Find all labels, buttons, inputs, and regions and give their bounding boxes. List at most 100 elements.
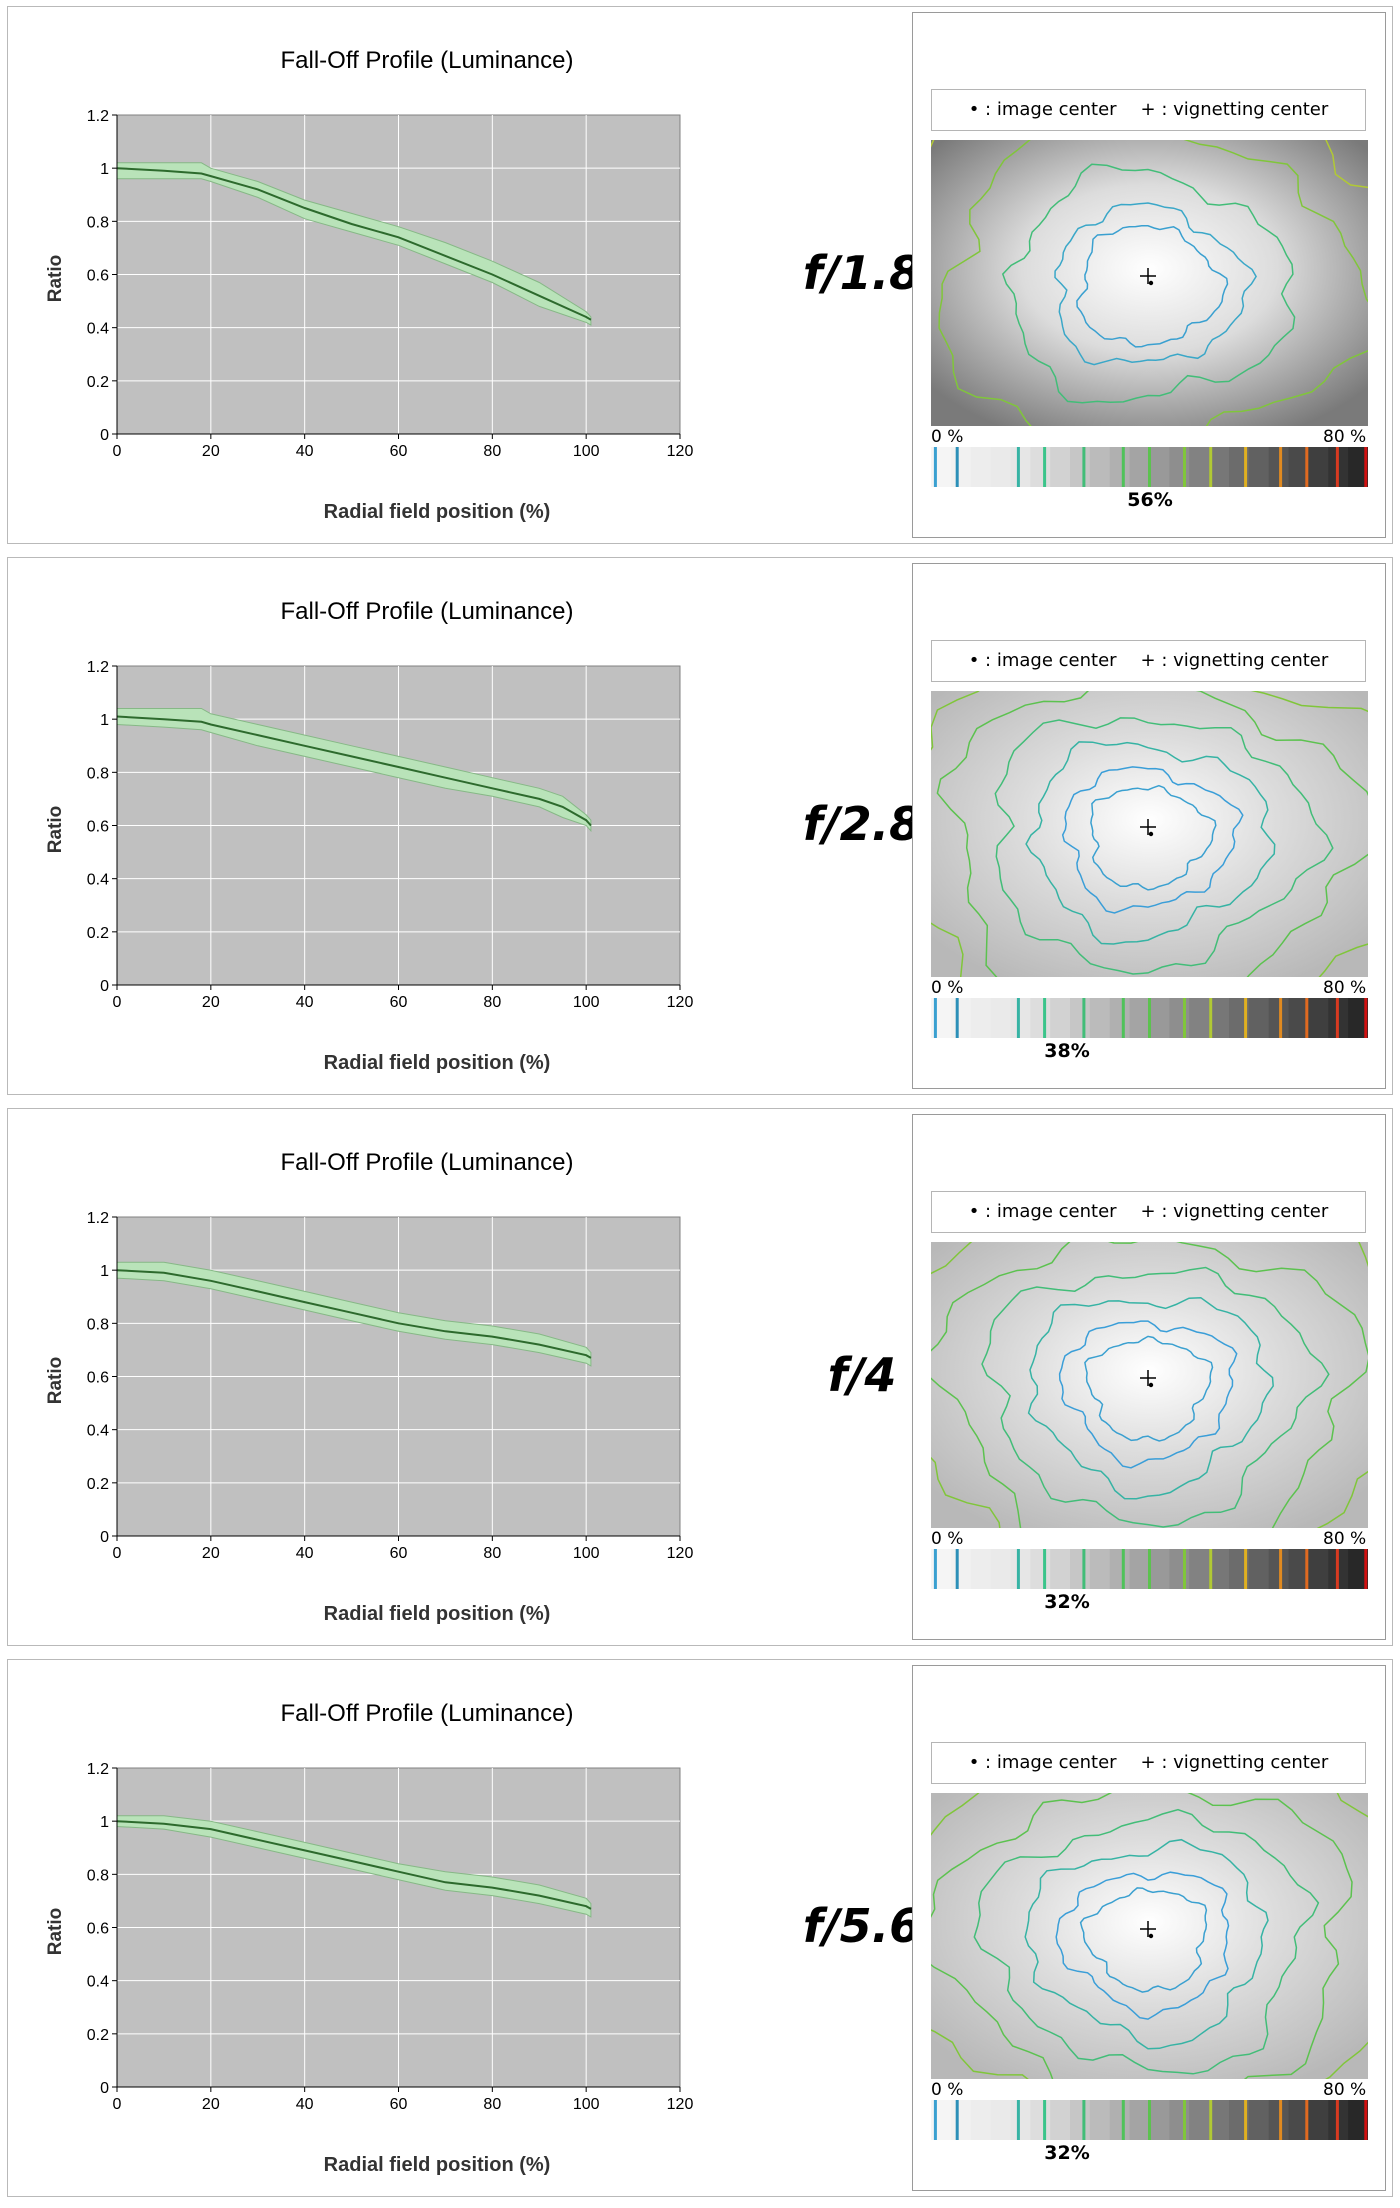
legend-vignetting-center: + : vignetting center xyxy=(1140,1752,1329,1773)
contour-line xyxy=(973,1808,1320,2075)
x-tick-label: 80 xyxy=(483,2096,501,2113)
vignetting-contour-map xyxy=(931,1793,1368,2079)
colorbar-cell xyxy=(950,447,972,487)
legend-vignetting-center: + : vignetting center xyxy=(1140,1201,1329,1222)
y-tick-label: 0.8 xyxy=(87,1867,109,1884)
falloff-chart-2: Fall-Off Profile (Luminance) 0 0.2 0.4 0.6 0.… xyxy=(45,598,694,1074)
x-tick-label: 60 xyxy=(390,994,408,1011)
x-tick-label: 120 xyxy=(667,994,694,1011)
colorbar-cell xyxy=(1149,2100,1170,2140)
colorbar-cell xyxy=(1288,447,1309,487)
x-tick-label: 120 xyxy=(667,1545,694,1562)
colorbar-cell xyxy=(1089,1549,1111,1589)
contour-line xyxy=(1055,1871,1230,2020)
x-tick-label: 80 xyxy=(483,994,501,1011)
x-tick-label: 120 xyxy=(667,2096,694,2113)
x-tick-label: 80 xyxy=(483,1545,501,1562)
contour-line xyxy=(994,717,1334,975)
x-axis-label: Radial field position (%) xyxy=(324,1052,551,1074)
colorbar-cell xyxy=(1010,2100,1031,2140)
falloff-chart-1: Fall-Off Profile (Luminance) 0 0.2 0.4 0.6 0.… xyxy=(45,47,693,523)
colorbar-cell xyxy=(1348,998,1368,1038)
colorbar-cell xyxy=(1288,1549,1309,1589)
colorbar xyxy=(931,1549,1368,1589)
colorbar-cell xyxy=(1209,447,1230,487)
contour-line xyxy=(1027,1296,1274,1500)
x-tick-label: 60 xyxy=(390,1545,408,1562)
vignetting-percent: 32% xyxy=(1044,2142,1090,2164)
y-tick-label: 1.2 xyxy=(87,108,109,125)
colorbar-max-label: 80 % xyxy=(1323,427,1367,447)
x-tick-label: 100 xyxy=(573,994,600,1011)
colorbar-cell xyxy=(1308,1549,1329,1589)
contour-lines xyxy=(931,140,1368,426)
colorbar-cell xyxy=(1248,1549,1270,1589)
colorbar-cell xyxy=(1288,998,1309,1038)
y-tick-label: 0.2 xyxy=(87,374,109,391)
contour-line xyxy=(936,691,1368,977)
falloff-chart-3: Fall-Off Profile (Luminance) 0 0.2 0.4 0.6 0.… xyxy=(45,1149,694,1625)
colorbar-cell xyxy=(1089,447,1111,487)
x-tick-label: 20 xyxy=(202,994,220,1011)
image-center-marker xyxy=(1148,280,1154,286)
y-tick-label: 1 xyxy=(100,161,109,178)
contour-line xyxy=(931,691,1368,977)
colorbar-cell xyxy=(970,998,992,1038)
colorbar-cell xyxy=(1109,2100,1131,2140)
map-legend: • : image center + : vignetting center xyxy=(931,1191,1366,1233)
colorbar-cell xyxy=(1209,2100,1230,2140)
y-tick-label: 1 xyxy=(100,1263,109,1280)
chart-title: Fall-Off Profile (Luminance) xyxy=(281,1149,574,1176)
contour-lines xyxy=(931,691,1368,977)
colorbar-cell xyxy=(1050,1549,1071,1589)
y-tick-label: 0.6 xyxy=(87,1370,109,1387)
image-center-marker xyxy=(1148,1933,1154,1939)
contour-line xyxy=(1061,766,1244,914)
contour-line xyxy=(938,140,1368,426)
x-tick-label: 0 xyxy=(113,994,122,1011)
luminance-ratio-line xyxy=(116,167,592,321)
map-legend: • : image center + : vignetting center xyxy=(931,640,1366,682)
vignetting-map-panel: • : image center + : vignetting center 0 … xyxy=(912,1665,1386,2191)
colorbar-cell xyxy=(1070,447,1091,487)
aperture-label: f/2.8 xyxy=(802,797,922,851)
contour-line xyxy=(1025,741,1276,945)
y-axis-label: Ratio xyxy=(45,1357,66,1405)
x-tick-label: 40 xyxy=(296,443,314,460)
vignetting-contour-map xyxy=(931,1242,1368,1528)
y-tick-label: 0.8 xyxy=(87,765,109,782)
colorbar-cell xyxy=(1129,1549,1150,1589)
contour-line xyxy=(1024,1838,1269,2050)
colorbar-max-label: 80 % xyxy=(1323,2080,1367,2100)
chart-title: Fall-Off Profile (Luminance) xyxy=(281,1700,574,1727)
colorbar-cell xyxy=(1189,2100,1210,2140)
image-center-marker xyxy=(1148,831,1154,837)
colorbar-cell xyxy=(1010,998,1031,1038)
contour-line xyxy=(1058,1320,1238,1469)
colorbar-cell xyxy=(1268,1549,1290,1589)
colorbar-cell xyxy=(990,2100,1011,2140)
colorbar-min-label: 0 % xyxy=(931,1529,964,1549)
y-tick-label: 0.8 xyxy=(87,1316,109,1333)
luminance-ratio-line xyxy=(116,1269,592,1359)
colorbar-cell xyxy=(950,998,972,1038)
x-axis-label: Radial field position (%) xyxy=(324,2154,551,2176)
x-tick-label: 0 xyxy=(113,443,122,460)
colorbar-cell xyxy=(950,1549,972,1589)
aperture-label: f/5.6 xyxy=(802,1899,922,1953)
colorbar-cell xyxy=(1030,447,1051,487)
y-tick-label: 0 xyxy=(100,978,109,995)
vignetting-map-panel: • : image center + : vignetting center 0 … xyxy=(912,563,1386,1089)
colorbar-max-label: 80 % xyxy=(1323,1529,1367,1549)
x-tick-label: 0 xyxy=(113,2096,122,2113)
x-tick-label: 40 xyxy=(296,994,314,1011)
x-tick-label: 40 xyxy=(296,2096,314,2113)
y-tick-label: 1 xyxy=(100,1814,109,1831)
colorbar-cell xyxy=(1308,2100,1329,2140)
y-tick-label: 0 xyxy=(100,1529,109,1546)
colorbar-cell xyxy=(1248,447,1270,487)
colorbar-cell xyxy=(1129,447,1150,487)
contour-line xyxy=(981,1266,1330,1528)
colorbar-cell xyxy=(1070,1549,1091,1589)
colorbar-cell xyxy=(1030,1549,1051,1589)
